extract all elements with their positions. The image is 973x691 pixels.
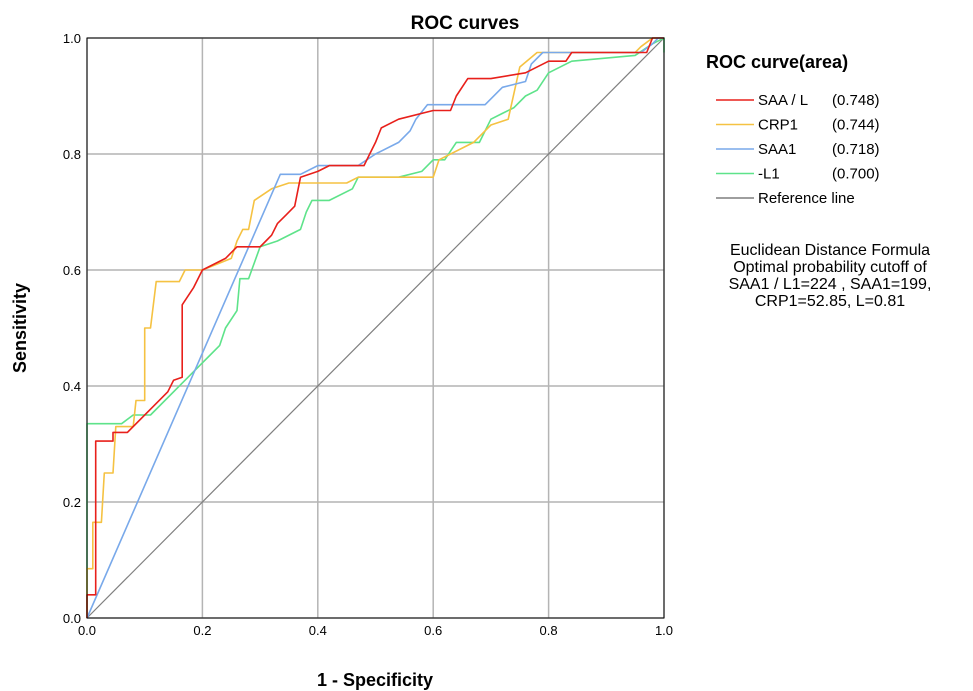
- x-tick-label: 0.6: [424, 623, 442, 638]
- annotation-line: Euclidean Distance Formula: [730, 242, 930, 259]
- legend-area: (0.718): [832, 141, 880, 158]
- legend-label: Reference line: [758, 190, 855, 207]
- y-tick-label: 1.0: [63, 31, 81, 46]
- legend-label: SAA / L: [758, 92, 808, 109]
- x-tick-label: 0.4: [309, 623, 327, 638]
- x-tick-label: 0.2: [193, 623, 211, 638]
- x-tick-label: 0.8: [540, 623, 558, 638]
- annotation-line: SAA1 / L1=224 , SAA1=199,: [729, 276, 932, 293]
- legend: ROC curve(area) SAA / L (0.748) CRP1 (0.744…: [706, 52, 880, 207]
- tick-labels: 0.0 0.2 0.4 0.6 0.8 1.0 0.0 0.2 0.4 0.6 0.8 1.0: [63, 31, 673, 638]
- legend-area: (0.700): [832, 166, 880, 183]
- legend-title: ROC curve(area): [706, 52, 848, 72]
- chart-title: ROC curves: [411, 13, 520, 34]
- y-tick-label: 0.8: [63, 147, 81, 162]
- legend-area: (0.744): [832, 117, 880, 134]
- y-axis-label: Sensitivity: [10, 283, 30, 373]
- y-tick-label: 0.0: [63, 611, 81, 626]
- annotation-line: Optimal probability cutoff of: [733, 259, 927, 276]
- x-axis-label: 1 - Specificity: [317, 670, 433, 690]
- y-tick-label: 0.2: [63, 495, 81, 510]
- roc-line-reference-line: [86, 37, 665, 619]
- x-tick-label: 0.0: [78, 623, 96, 638]
- roc-line-saa-l: [86, 37, 664, 618]
- legend-label: CRP1: [758, 117, 798, 134]
- series-lines: [86, 37, 665, 619]
- x-tick-label: 1.0: [655, 623, 673, 638]
- y-tick-label: 0.6: [63, 263, 81, 278]
- annotation-line: CRP1=52.85, L=0.81: [755, 293, 905, 310]
- legend-area: (0.748): [832, 92, 880, 109]
- roc-line-l1: [86, 37, 665, 618]
- y-tick-label: 0.4: [63, 379, 81, 394]
- plot-frame: [86, 37, 665, 619]
- roc-line-crp1: [86, 37, 664, 618]
- legend-label: -L1: [758, 166, 780, 183]
- legend-label: SAA1: [758, 141, 796, 158]
